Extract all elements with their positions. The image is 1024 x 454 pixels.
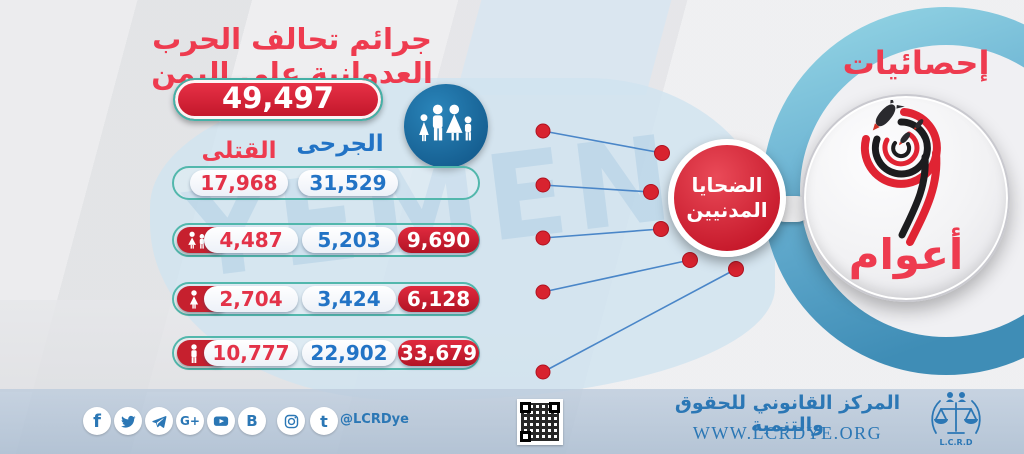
- wounded-value: 22,902: [302, 340, 396, 366]
- nine-years-bomb-icon: [860, 100, 941, 246]
- killed-value: 2,704: [204, 286, 298, 312]
- total-value: 9,690: [398, 227, 479, 253]
- table-row-women: 2,704 3,424 6,128: [172, 282, 480, 316]
- telegram-icon[interactable]: [145, 407, 173, 435]
- instagram-icon[interactable]: [277, 407, 305, 435]
- organization-name: المركز القانوني للحقوق والتنمية: [674, 392, 901, 436]
- qr-finder: [520, 431, 531, 442]
- lcrd-logo: L.C.R.D: [931, 392, 981, 447]
- total-value: 6,128: [398, 286, 479, 312]
- qr-finder: [520, 402, 531, 413]
- google-plus-glyph: G+: [180, 414, 200, 428]
- twitter-icon[interactable]: [114, 407, 142, 435]
- wounded-value: 5,203: [302, 227, 396, 253]
- qr-finder: [549, 402, 560, 413]
- column-header-wounded: الجرحى: [296, 131, 384, 157]
- family-icon: [404, 84, 488, 168]
- wounded-value: 3,424: [302, 286, 396, 312]
- facebook-icon[interactable]: f: [83, 407, 111, 435]
- nine-years-medallion: أعوام: [802, 94, 1010, 302]
- youtube-icon[interactable]: [207, 407, 235, 435]
- tumblr-icon[interactable]: t: [310, 407, 338, 435]
- civilian-victims-badge: الضحايا المدنيين: [668, 139, 786, 257]
- qr-code: [517, 399, 563, 445]
- table-row-all-civilians: 17,968 31,529: [172, 166, 480, 200]
- blogger-icon[interactable]: B: [238, 407, 266, 435]
- killed-value: 17,968: [190, 170, 288, 196]
- badge-line2: المدنيين: [686, 198, 768, 222]
- statistics-label: إحصائيات: [842, 44, 990, 82]
- killed-value: 10,777: [204, 340, 298, 366]
- social-handle[interactable]: @LCRDye: [340, 412, 409, 427]
- badge-line1: الضحايا: [691, 173, 763, 197]
- table-row-children: 4,487 5,203 9,690: [172, 223, 480, 257]
- column-header-killed: القتلى: [201, 138, 277, 164]
- years-label: أعوام: [848, 230, 964, 279]
- table-row-men: 10,777 22,902 33,679: [172, 336, 480, 370]
- tumblr-glyph: t: [320, 411, 328, 431]
- killed-value: 4,487: [204, 227, 298, 253]
- wounded-value: 31,529: [298, 170, 398, 196]
- total-value: 33,679: [398, 340, 479, 366]
- website-url[interactable]: WWW.LCRDYE.ORG: [692, 423, 883, 443]
- facebook-glyph: f: [93, 410, 101, 432]
- google-plus-icon[interactable]: G+: [176, 407, 204, 435]
- grand-total-badge: 49,497: [173, 78, 383, 121]
- blogger-glyph: B: [246, 412, 258, 430]
- lcrd-logo-text: L.C.R.D: [939, 438, 972, 447]
